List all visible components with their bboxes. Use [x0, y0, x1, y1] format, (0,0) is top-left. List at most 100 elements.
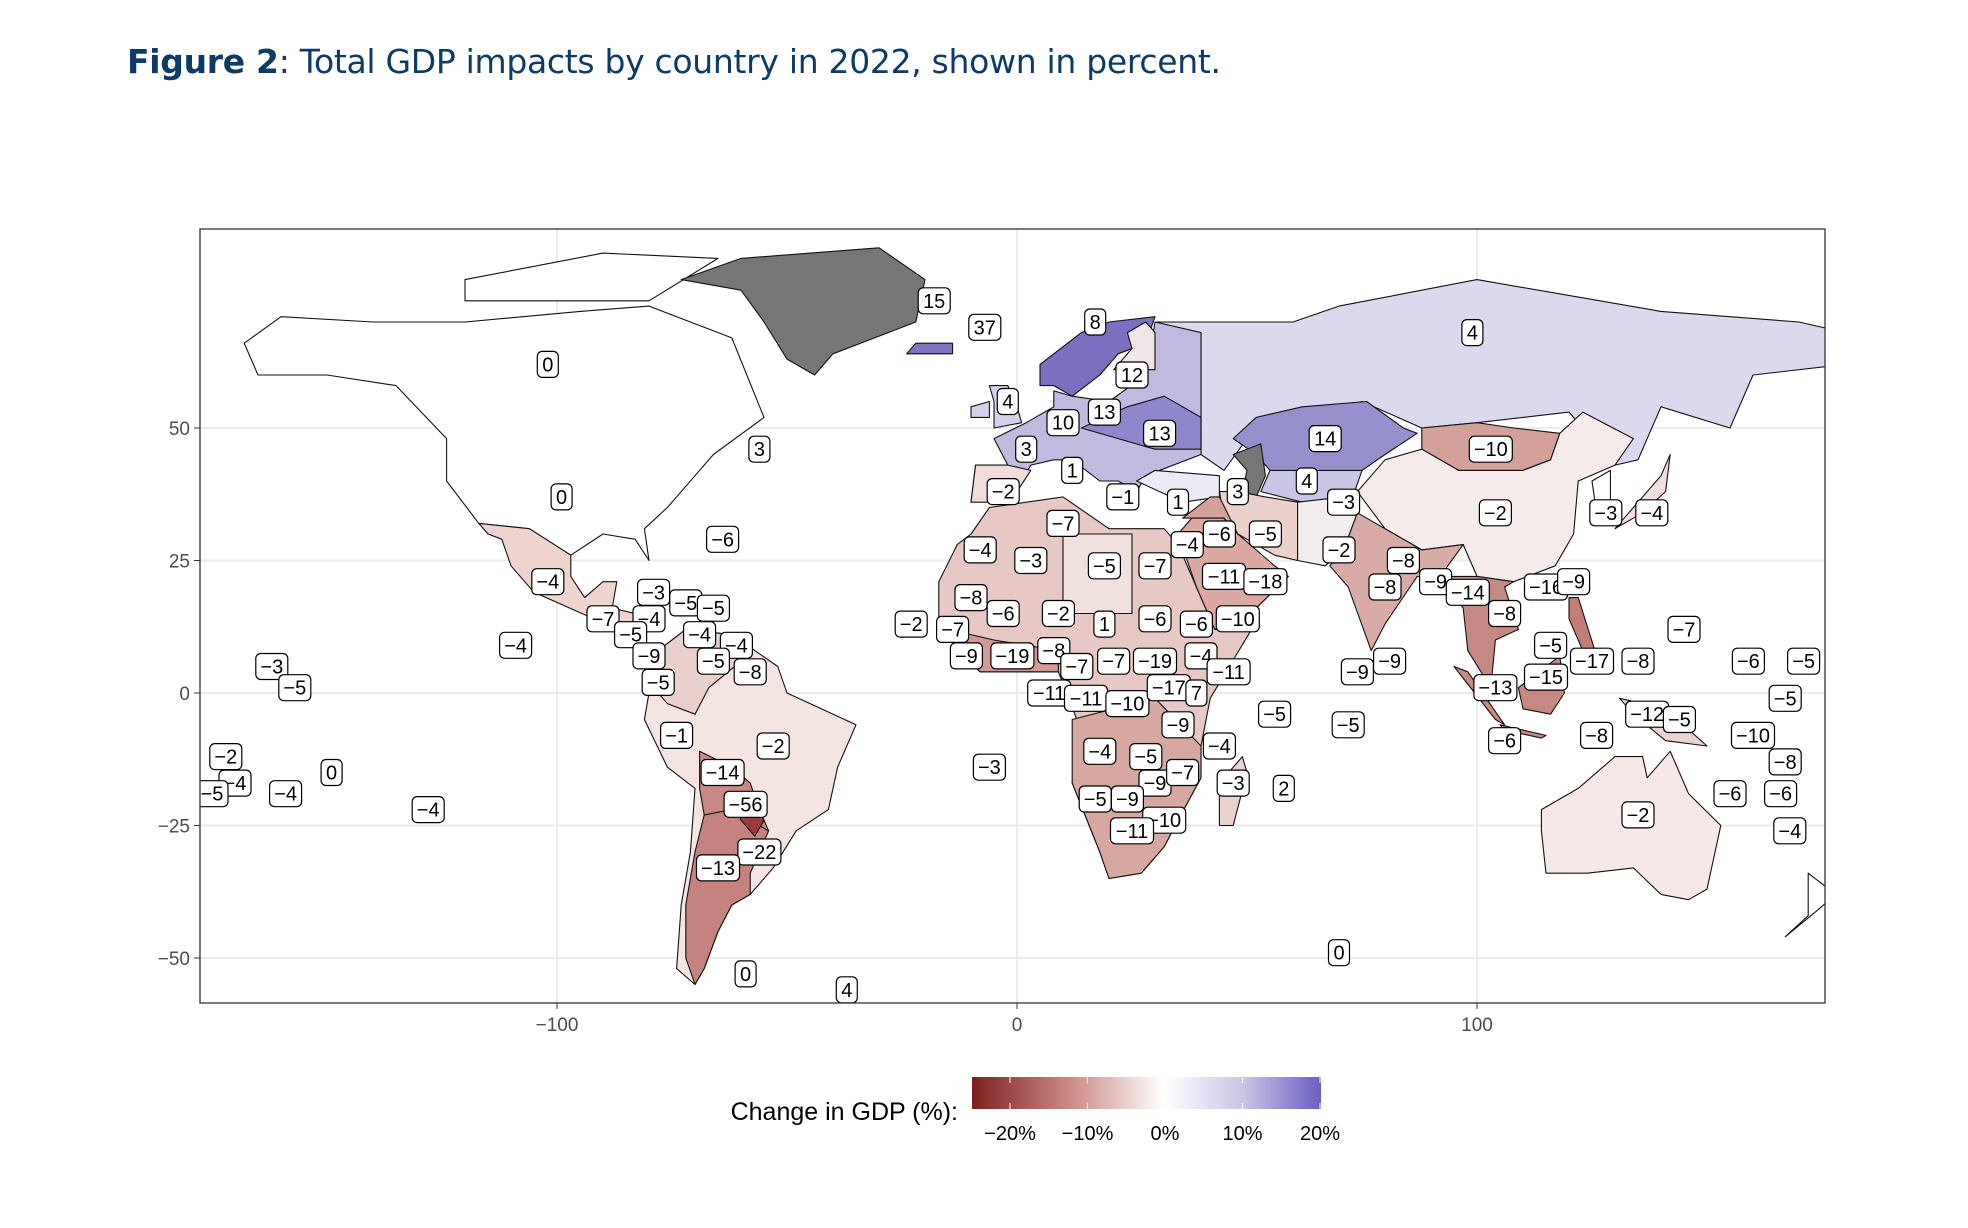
value-label: −4: [1773, 817, 1807, 845]
value-label-box: [1248, 520, 1283, 548]
value-label-text: −4: [417, 800, 440, 822]
value-label-text: −9: [1144, 773, 1167, 795]
value-label-box: [1093, 610, 1116, 638]
value-label: −8: [1768, 748, 1802, 776]
country-greenland: [680, 247, 926, 376]
value-label-box: [963, 536, 997, 564]
value-label-text: 2: [1278, 778, 1289, 800]
value-label: −8: [733, 658, 767, 686]
value-label: −17: [1146, 674, 1191, 702]
value-label: −4: [1202, 732, 1237, 760]
value-label-text: −8: [960, 588, 983, 610]
value-label-text: −9: [1116, 789, 1139, 811]
value-label-box: [1635, 499, 1669, 527]
value-label-box: [1589, 499, 1623, 527]
value-label: 0: [734, 960, 757, 988]
figure-title: Figure 2: Total GDP impacts by country i…: [127, 42, 1221, 81]
value-label-text: −5: [1084, 789, 1107, 811]
value-label-text: −8: [1493, 604, 1516, 626]
value-label: −8: [1386, 546, 1421, 575]
value-label-box: [1667, 615, 1701, 644]
value-label: 37: [968, 313, 1002, 341]
value-label: −12: [1625, 700, 1670, 728]
value-label-box: [1473, 674, 1518, 702]
value-label-box: [696, 594, 731, 622]
value-label: −6: [705, 525, 740, 553]
value-label-box: [1487, 727, 1522, 755]
value-label: −16: [1523, 573, 1569, 601]
value-label: 2: [1272, 774, 1295, 803]
value-label-text: −5: [1093, 556, 1116, 578]
value-label-text: 4: [1301, 471, 1312, 493]
value-label-box: [737, 838, 782, 866]
value-label-text: −4: [1640, 503, 1663, 525]
value-label: −14: [700, 758, 745, 787]
value-label-box: [1763, 780, 1798, 808]
value-label-box: [1478, 499, 1513, 527]
value-label: −5: [1768, 684, 1802, 712]
value-label-text: −5: [1337, 715, 1360, 737]
value-label: −11: [1201, 562, 1247, 591]
value-label-text: −2: [1627, 805, 1650, 827]
value-label: −7: [1165, 758, 1200, 787]
value-label-text: −9: [1378, 651, 1401, 673]
value-label: −9: [1161, 711, 1195, 739]
value-label-text: −16: [1529, 577, 1563, 599]
value-label: −3: [972, 753, 1007, 781]
value-label-box: [1533, 631, 1568, 659]
value-label: −3: [1589, 499, 1623, 527]
value-label-box: [1662, 705, 1697, 734]
value-label: 4: [996, 387, 1019, 416]
value-label: −5: [696, 647, 731, 675]
value-label-box: [1060, 652, 1094, 681]
value-label-text: −11: [1208, 566, 1240, 588]
value-label-text: 14: [1314, 429, 1336, 451]
y-tick-label: −25: [158, 817, 190, 838]
value-label: −2: [894, 610, 928, 638]
value-label: 3: [1015, 435, 1038, 463]
value-label-box: [411, 795, 445, 824]
value-label-box: [1621, 801, 1655, 829]
value-label: 14: [1308, 425, 1342, 453]
value-label-box: [1142, 419, 1177, 447]
value-label-box: [1179, 610, 1214, 638]
value-label: −7: [1046, 509, 1080, 537]
value-label-text: −10: [1736, 725, 1770, 747]
value-label-box: [1386, 546, 1421, 575]
value-label-text: −8: [739, 662, 762, 684]
value-label: −7: [1138, 552, 1172, 580]
country-russia: [1154, 279, 1825, 471]
value-label: −8: [954, 583, 988, 612]
value-label-text: −5: [702, 598, 725, 620]
value-label-box: [1569, 647, 1615, 675]
value-label-text: −11: [1033, 683, 1065, 705]
value-label: −22: [737, 838, 782, 866]
y-tick-label: 25: [169, 552, 190, 573]
value-label-box: [723, 790, 768, 818]
value-label: 1: [1093, 610, 1116, 638]
value-label-text: 0: [542, 354, 553, 376]
value-label-text: 4: [1467, 323, 1478, 345]
legend-colorbar: [972, 1077, 1321, 1109]
country-new-zealand: [1784, 872, 1825, 938]
value-label-text: −5: [1263, 704, 1286, 726]
value-label-box: [733, 658, 767, 686]
value-label-box: [682, 621, 717, 649]
value-label-text: −13: [701, 858, 735, 880]
value-label-text: 0: [326, 763, 337, 785]
value-label-box: [1015, 435, 1038, 463]
value-label-text: −7: [1673, 619, 1696, 641]
value-label-text: −6: [1144, 609, 1167, 631]
value-label: −6: [1763, 780, 1798, 808]
value-label: −5: [641, 668, 675, 697]
value-label-text: −6: [1208, 524, 1231, 546]
value-label-box: [641, 668, 675, 697]
value-label: 0: [550, 483, 573, 511]
value-label: −13: [695, 854, 741, 882]
value-label: −4: [411, 795, 445, 824]
value-label-text: 1: [1067, 460, 1078, 482]
value-label-box: [531, 568, 565, 596]
value-label: −5: [1087, 552, 1122, 580]
value-label: 0: [536, 350, 559, 378]
